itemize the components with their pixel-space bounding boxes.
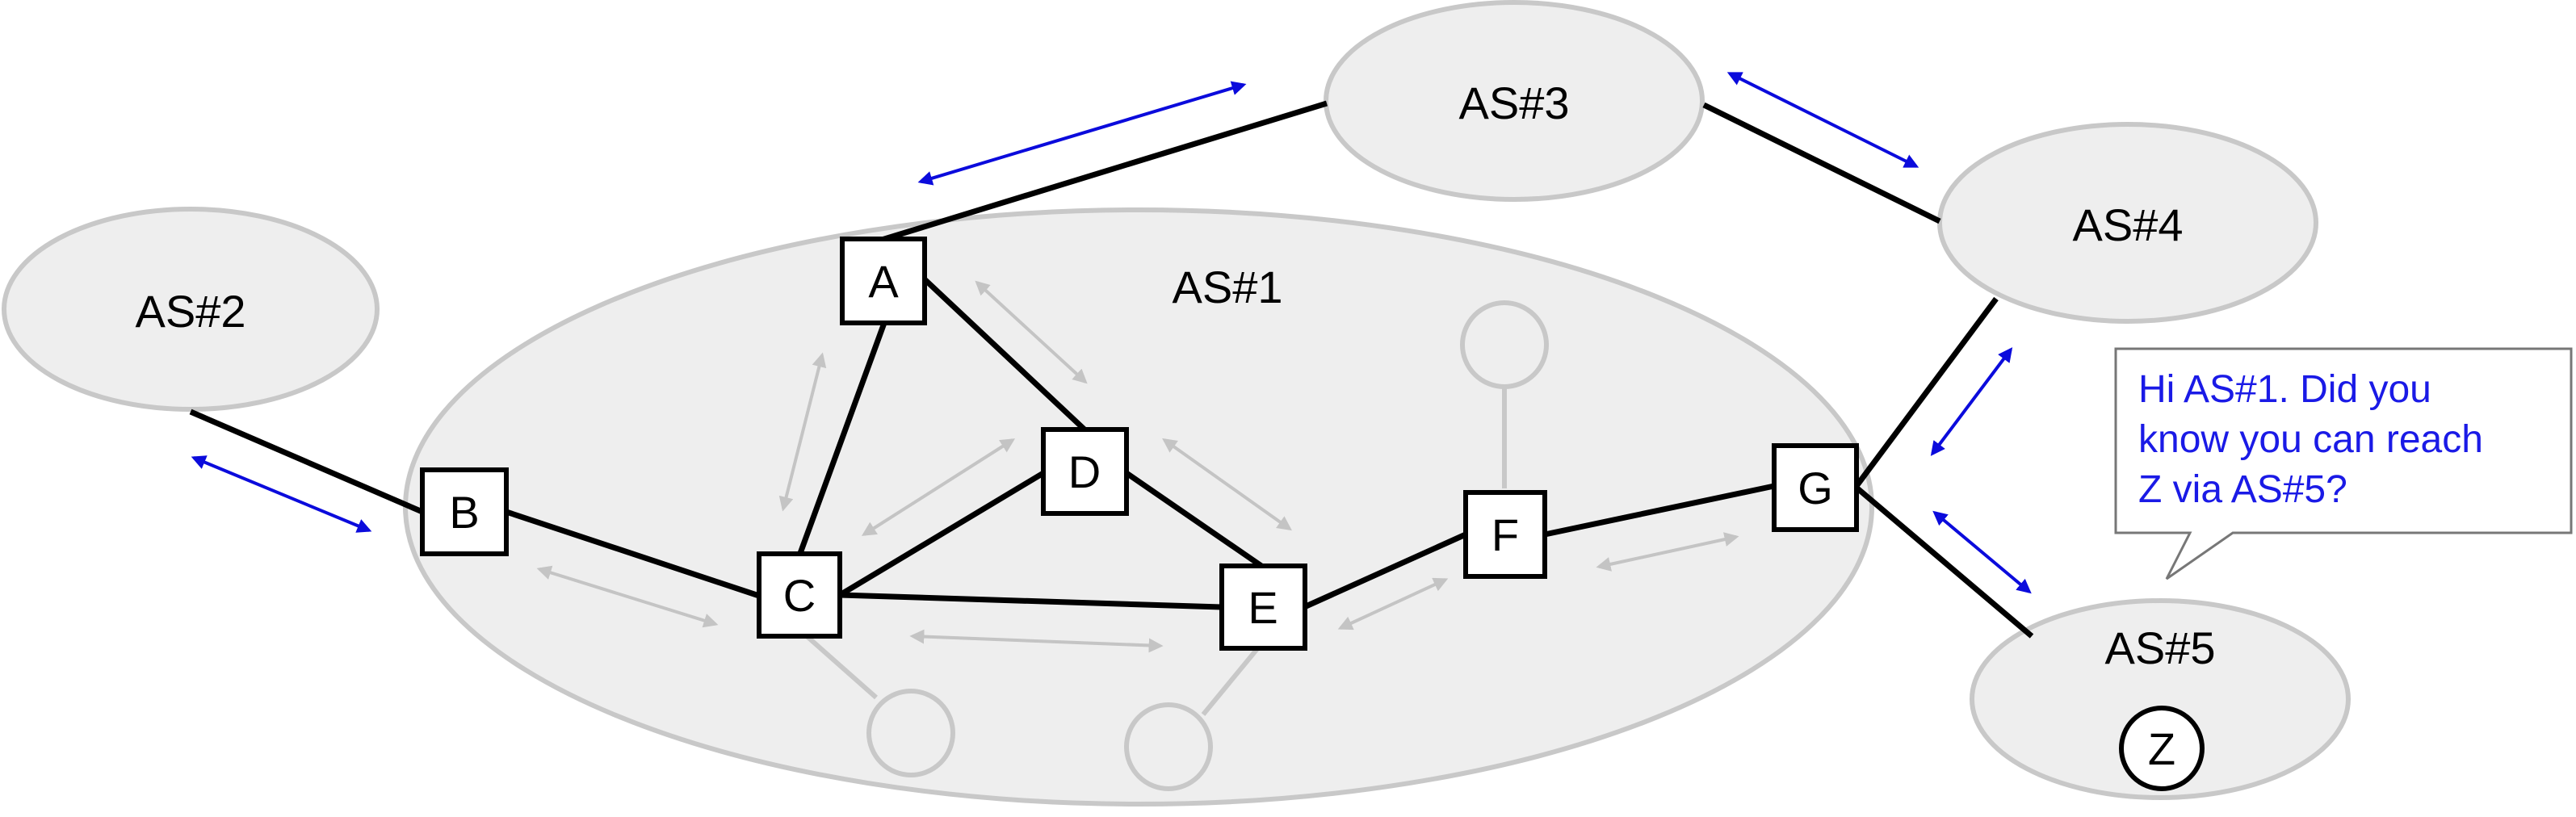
speech-bubble-line-1: Hi AS#1. Did you (2138, 368, 2431, 411)
as2-region (2, 207, 380, 412)
link-e-f (1303, 531, 1467, 610)
link-g-as5 (1854, 485, 2034, 639)
router-g: G (1772, 443, 1859, 532)
router-e: E (1219, 564, 1307, 651)
router-e-label: E (1248, 582, 1278, 633)
as4-region (1937, 122, 2318, 324)
as3-label: AS#3 (1459, 78, 1570, 128)
arrow-as4-g (1930, 347, 2013, 456)
router-b: B (420, 467, 509, 556)
arrow-a-c (778, 352, 827, 512)
speech-bubble-line-2: know you can reach (2138, 418, 2483, 461)
arrow-g-as5 (1932, 510, 2032, 594)
as4-label: AS#4 (2073, 199, 2184, 250)
arrow-c-d (861, 438, 1016, 536)
as5-label: AS#5 (2105, 622, 2216, 673)
arrow-as2-as1 (191, 455, 372, 533)
router-c: C (757, 551, 842, 639)
ghost-host-c (866, 689, 955, 777)
link-g-as4 (1854, 296, 1999, 488)
arrow-as3-as1 (917, 81, 1247, 186)
router-f: F (1463, 490, 1547, 579)
speech-bubble-line-3: Z via AS#5? (2138, 468, 2347, 511)
destination-z-label: Z (2148, 723, 2175, 774)
link-as3-as4 (1702, 102, 1941, 224)
speech-bubble: Hi AS#1. Did you know you can reach Z vi… (2114, 347, 2573, 580)
router-f-label: F (1491, 509, 1519, 560)
arrow-a-d (975, 280, 1088, 384)
arrow-c-e (909, 629, 1164, 653)
ghost-host-f (1460, 300, 1549, 389)
ghost-host-e (1124, 702, 1213, 791)
link-as2-b (189, 408, 424, 515)
router-g-label: G (1798, 463, 1833, 513)
arrow-b-c (536, 565, 719, 628)
router-c-label: C (783, 570, 816, 621)
arrow-d-e (1162, 438, 1292, 531)
router-d: D (1041, 427, 1129, 516)
ghost-link-c (798, 627, 878, 700)
arrow-as3-as4 (1726, 72, 1919, 168)
ghost-link-e (1201, 644, 1262, 716)
arrow-e-f (1337, 577, 1449, 631)
as2-label: AS#2 (136, 286, 246, 337)
router-a: A (840, 237, 927, 325)
as1-label: AS#1 (1173, 262, 1283, 312)
router-b-label: B (449, 487, 479, 538)
as5-region (1970, 598, 2351, 800)
link-a-c (796, 321, 887, 557)
destination-z: Z (2119, 706, 2205, 791)
link-f-g (1544, 483, 1775, 538)
link-c-e (839, 592, 1223, 610)
arrow-f-g (1596, 532, 1739, 572)
router-a-label: A (868, 256, 899, 307)
router-d-label: D (1068, 446, 1101, 497)
